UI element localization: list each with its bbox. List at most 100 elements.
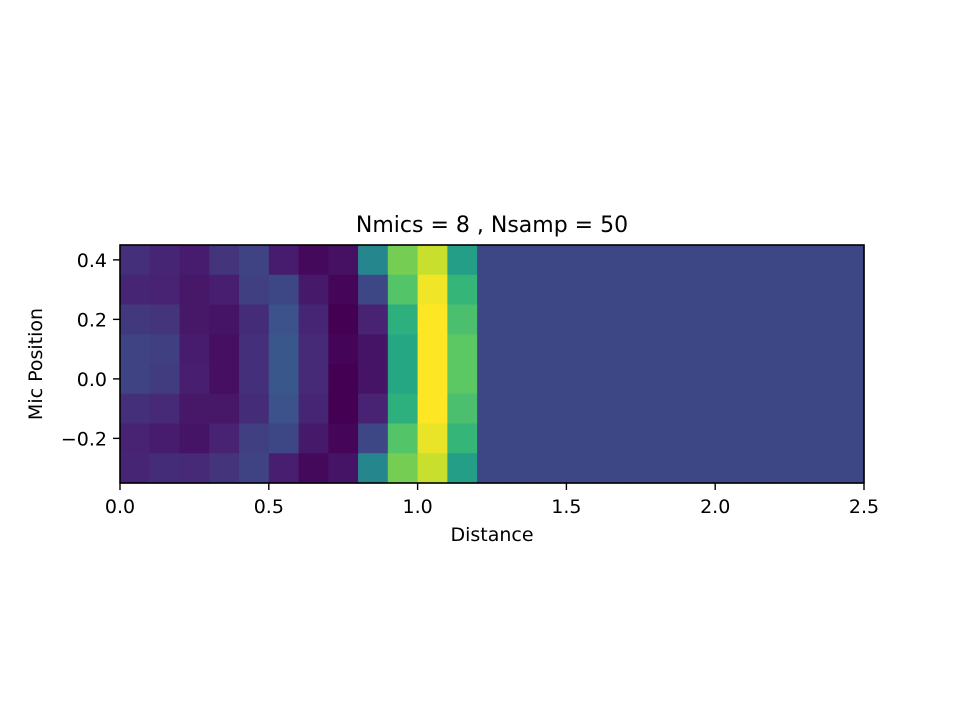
heatmap-cell [506,393,538,425]
heatmap-cell [298,334,329,365]
heatmap-cell [268,334,300,365]
plot-frame [119,244,865,484]
heatmap-cell [536,274,567,306]
heatmap-cell [328,304,359,335]
heatmap-cell [209,245,240,276]
heatmap-cell [447,304,478,335]
heatmap-cell [506,245,538,276]
heatmap-cell [685,274,716,306]
heatmap-cell [774,304,806,335]
heatmap-cell [417,304,448,335]
heatmap-cell [298,453,329,484]
heatmap-cell [417,453,448,484]
heatmap-cell [149,334,181,365]
heatmap-cell [834,364,865,395]
heatmap-cell [566,364,597,395]
heatmap-cell [120,453,151,484]
heatmap-cell [209,334,240,365]
heatmap-cell [744,423,776,454]
heatmap-cell [655,334,687,365]
heatmap-cell [417,423,448,454]
heatmap-cell [298,364,329,395]
heatmap-cell [268,423,300,454]
heatmap-cell [328,274,359,306]
heatmap-cell [298,393,329,425]
heatmap-cell [268,393,300,425]
heatmap-cell [804,274,835,306]
heatmap-cells [120,245,865,484]
heatmap-cell [417,334,448,365]
heatmap-cell [596,334,627,365]
heatmap-cell [744,453,776,484]
heatmap-cell [715,274,746,306]
heatmap-cell [209,453,240,484]
heatmap-cell [685,304,716,335]
heatmap-cell [804,334,835,365]
heatmap-cell [239,364,270,395]
heatmap-cell [804,364,835,395]
heatmap-cell [834,393,865,425]
heatmap-cell [536,364,567,395]
heatmap-cell [477,423,508,454]
heatmap-cell [655,245,687,276]
heatmap-cell [179,453,210,484]
heatmap-cell [298,423,329,454]
heatmap-cell [744,245,776,276]
x-axis-label: Distance [450,524,533,546]
heatmap-cell [298,304,329,335]
chart-title: Nmics = 8 , Nsamp = 50 [356,213,628,238]
heatmap-cell [625,334,657,365]
heatmap-cell [655,453,687,484]
heatmap-cell [744,393,776,425]
heatmap-cell [804,423,835,454]
heatmap-cell [387,393,419,425]
y-tick-label: 0.4 [77,250,107,272]
heatmap-cell [536,453,567,484]
heatmap-cell [596,245,627,276]
heatmap-cell [625,245,657,276]
heatmap-cell [358,334,389,365]
heatmap-cell [358,304,389,335]
heatmap-cell [477,393,508,425]
heatmap-cell [715,423,746,454]
heatmap-cell [387,304,419,335]
heatmap-cell [328,453,359,484]
heatmap-cell [744,334,776,365]
heatmap-cell [566,334,597,365]
heatmap-cell [715,304,746,335]
heatmap-cell [387,245,419,276]
heatmap-cell [149,274,181,306]
heatmap-cell [387,453,419,484]
heatmap-cell [179,334,210,365]
heatmap-cell [477,364,508,395]
heatmap-cell [268,245,300,276]
heatmap-cell [268,453,300,484]
heatmap-cell [744,274,776,306]
heatmap-cell [655,393,687,425]
heatmap-cell [120,274,151,306]
heatmap-cell [774,453,806,484]
heatmap-cell [387,364,419,395]
heatmap-cell [209,364,240,395]
heatmap-cell [477,334,508,365]
heatmap-cell [179,245,210,276]
heatmap-cell [596,453,627,484]
heatmap-cell [477,245,508,276]
x-tick-label: 2.5 [849,496,879,518]
heatmap-cell [447,453,478,484]
heatmap-cell [536,423,567,454]
y-tick-label: 0.0 [77,369,107,391]
heatmap-cell [506,274,538,306]
heatmap-cell [596,274,627,306]
y-axis-ticks: −0.2 0.0 0.2 0.4 [61,250,120,450]
heatmap-cell [506,304,538,335]
x-tick-label: 1.0 [402,496,432,518]
heatmap-cell [506,334,538,365]
heatmap-cell [328,245,359,276]
heatmap-cell [625,304,657,335]
heatmap-cell [566,393,597,425]
heatmap-cell [387,274,419,306]
heatmap-cell [387,334,419,365]
heatmap-cell [179,304,210,335]
heatmap-cell [596,304,627,335]
